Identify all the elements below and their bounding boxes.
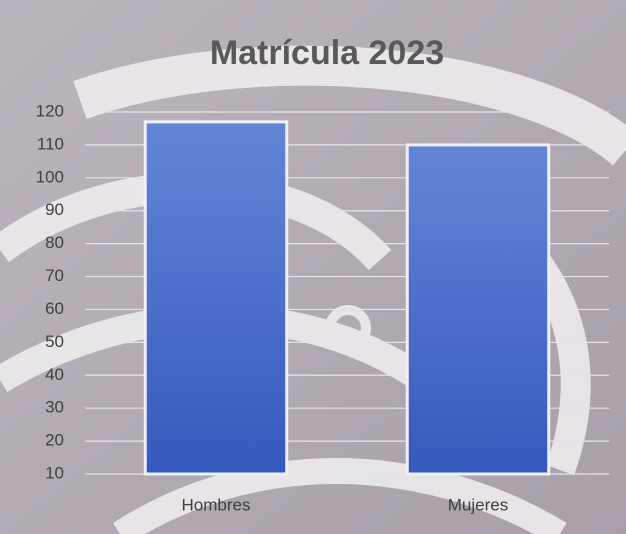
y-tick-label: 30: [45, 398, 64, 417]
chart-title: Matrícula 2023: [210, 34, 444, 72]
x-tick-label: Mujeres: [448, 495, 508, 514]
bar: [405, 143, 551, 476]
y-tick-label: 100: [36, 167, 64, 186]
y-tick-label: 60: [45, 299, 64, 318]
y-tick-label: 90: [45, 200, 64, 219]
y-tick-label: 10: [45, 463, 64, 482]
y-tick-label: 20: [45, 431, 64, 450]
y-tick-label: 120: [36, 101, 64, 120]
y-tick-label: 40: [45, 365, 64, 384]
y-tick-label: 110: [37, 134, 64, 153]
y-tick-label: 50: [45, 332, 64, 351]
x-tick-label: Hombres: [182, 495, 251, 514]
y-tick-label: 70: [45, 266, 64, 285]
y-tick-label: 80: [45, 233, 64, 252]
bar: [143, 120, 289, 476]
